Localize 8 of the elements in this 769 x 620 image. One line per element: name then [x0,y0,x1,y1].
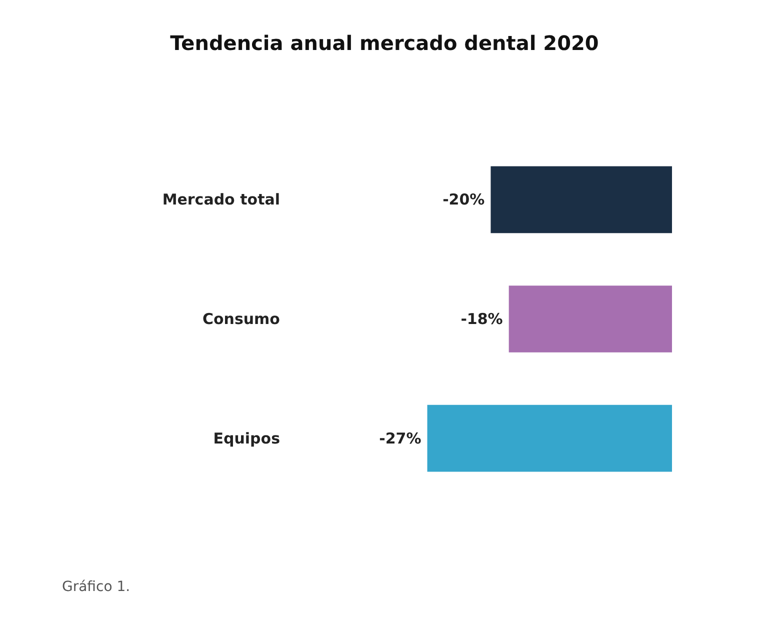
text: Gráfico 1. [62,579,130,595]
y-tick-label: Consumo [202,310,280,328]
data-label: -18% [460,310,503,328]
data-label: -27% [379,429,422,448]
y-tick-label: Equipos [213,429,280,448]
data-label: -20% [442,190,485,209]
chart-title: Tendencia anual mercado dental 2020 [170,31,599,55]
y-tick-label: Mercado total [162,190,280,209]
